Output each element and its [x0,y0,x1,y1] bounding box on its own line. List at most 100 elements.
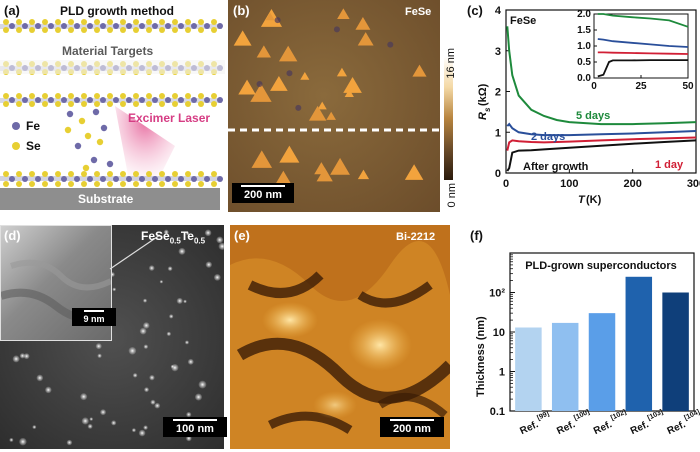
surface-adatom [87,423,93,429]
fe-atom [217,176,223,182]
se-atom [3,181,9,187]
inset-series-line [597,51,689,55]
triangular-island [337,8,350,19]
se-atom [94,27,100,33]
fe-atom [152,176,158,182]
category-label-ref: Ref. [555,419,577,437]
se-atom [16,19,22,25]
surface-adatom [19,353,26,359]
se-atom [120,27,126,33]
fe-atom [100,97,106,103]
se-atom [84,132,92,140]
c-xlabel-unit: (K) [586,194,602,206]
scale-bar-b-text: 200 nm [244,189,282,201]
y-tick-label: 0.1 [490,406,505,418]
se-atom [198,171,204,177]
se-atom [78,117,86,125]
y-tick-label: 10 [493,327,505,339]
se-atom [159,181,165,187]
inset-series-line [597,38,689,48]
fe-atom [61,23,67,29]
se-atom [211,19,217,25]
se-atom [42,19,48,25]
se-atom [185,101,191,107]
label-5-days: 5 days [576,110,610,122]
se-atom [107,27,113,33]
fe-atom [48,97,54,103]
surface-adatom [36,374,44,382]
target-layer-band [0,98,222,103]
fe-atom [100,23,106,29]
triangular-island [357,169,370,180]
se-atom [16,93,22,99]
substrate-label: Substrate [78,192,134,206]
legend-se-text: Se [26,139,41,153]
se-atom [64,126,72,134]
se-atom [172,19,178,25]
bar-99 [515,327,542,411]
category-label-ref: Ref. [629,419,651,437]
f-ylabel: Thickness (nm) [475,316,487,397]
surface-adatom [163,229,169,235]
se-atom [55,93,61,99]
se-atom [211,27,217,33]
category-label: Ref.[104] [666,409,700,437]
triangular-island [276,170,291,184]
inset-zoom-line [109,234,161,270]
target-layer-band [0,24,222,29]
se-atom [159,171,165,177]
triangular-island [308,105,327,121]
material-targets-label: Material Targets [62,44,154,58]
film-band [0,176,220,181]
panel-label-a: (a) [4,3,20,18]
inset-series-line [597,13,689,28]
surface-adatom [170,364,175,369]
fe-atom [113,97,119,103]
triangular-island [233,30,252,46]
fe-atom [139,23,145,29]
x-tick-label: 100 [560,178,578,190]
se-atom [29,101,35,107]
surface-adatom [128,346,137,355]
se-atom [146,181,152,187]
triangular-island [330,157,350,175]
se-atom [55,171,61,177]
fe-atom [100,124,108,132]
se-atom [185,19,191,25]
triangular-island [404,164,424,180]
category-label-ref: Ref. [666,419,688,437]
se-atom [3,93,9,99]
fe-atom [139,97,145,103]
se-atom [3,19,9,25]
thickness-chart: PLD-grown superconductors 0.1 1 10 10² Ref.… [475,252,700,437]
se-atom [172,181,178,187]
inset-y-tick-label: 1.0 [577,41,591,52]
scale-bar-e-text: 200 nm [393,423,431,435]
fe-atom [74,142,82,150]
substrate [0,188,220,210]
se-dot-icon [12,142,20,150]
se-atom [94,19,100,25]
category-label: Ref.[103] [629,409,664,437]
inset-x-tick-label: 0 [591,81,597,92]
se-atom [42,27,48,33]
fe-atom [165,176,171,182]
dark-pit [286,70,293,77]
surface-adatom [144,387,149,393]
fe-atom [74,176,80,182]
fe-atom [191,176,197,182]
bar-103 [625,276,653,411]
bar-100 [551,322,579,411]
fe-atom [100,176,106,182]
se-atom [133,19,139,25]
fe-atom [139,176,145,182]
panel-label-f: (f) [470,228,483,243]
se-atom [146,101,152,107]
surface-adatom [45,386,52,394]
surface-adatom [187,358,194,365]
triangular-island [355,17,371,30]
category-label: Ref.[99] [518,410,550,437]
category-label-num: [99] [536,410,550,422]
triangular-island [250,83,272,102]
fe-atom [22,97,28,103]
